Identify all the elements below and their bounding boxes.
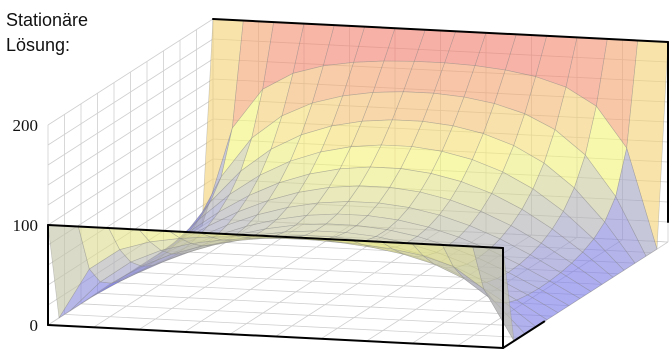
tick-layer: 0 100 200	[13, 116, 39, 335]
grid-line	[47, 38, 214, 146]
chart-title-line: Lösung:	[6, 35, 71, 55]
surface-patch	[582, 238, 625, 278]
frame-edge	[212, 18, 669, 43]
chart-title: Stationäre Lösung:	[6, 8, 88, 58]
surface-patch	[593, 221, 636, 271]
surface-patch	[560, 262, 603, 292]
surface-patch	[505, 299, 548, 328]
z-tick-label: 100	[13, 216, 39, 235]
grid-line	[47, 58, 214, 166]
grid-line	[47, 78, 214, 186]
surface-patch	[527, 288, 570, 314]
surface-layer	[47, 18, 669, 342]
surface-patch	[516, 294, 559, 321]
grid-line	[47, 18, 214, 126]
axis-frame	[47, 18, 669, 349]
z-tick-label: 0	[30, 316, 39, 335]
frame-edge	[47, 324, 504, 349]
surface-patch	[549, 272, 592, 299]
frame-edge	[47, 224, 504, 249]
frame-edge	[502, 320, 546, 349]
grid-line	[47, 118, 214, 226]
surface-patch	[538, 280, 581, 306]
surface-patch	[615, 146, 658, 257]
surface-patch	[571, 251, 614, 285]
grid-line	[47, 98, 214, 206]
surface-patch	[604, 195, 647, 264]
z-tick-label: 200	[13, 116, 39, 135]
chart-title-line: Stationäre	[6, 10, 89, 30]
